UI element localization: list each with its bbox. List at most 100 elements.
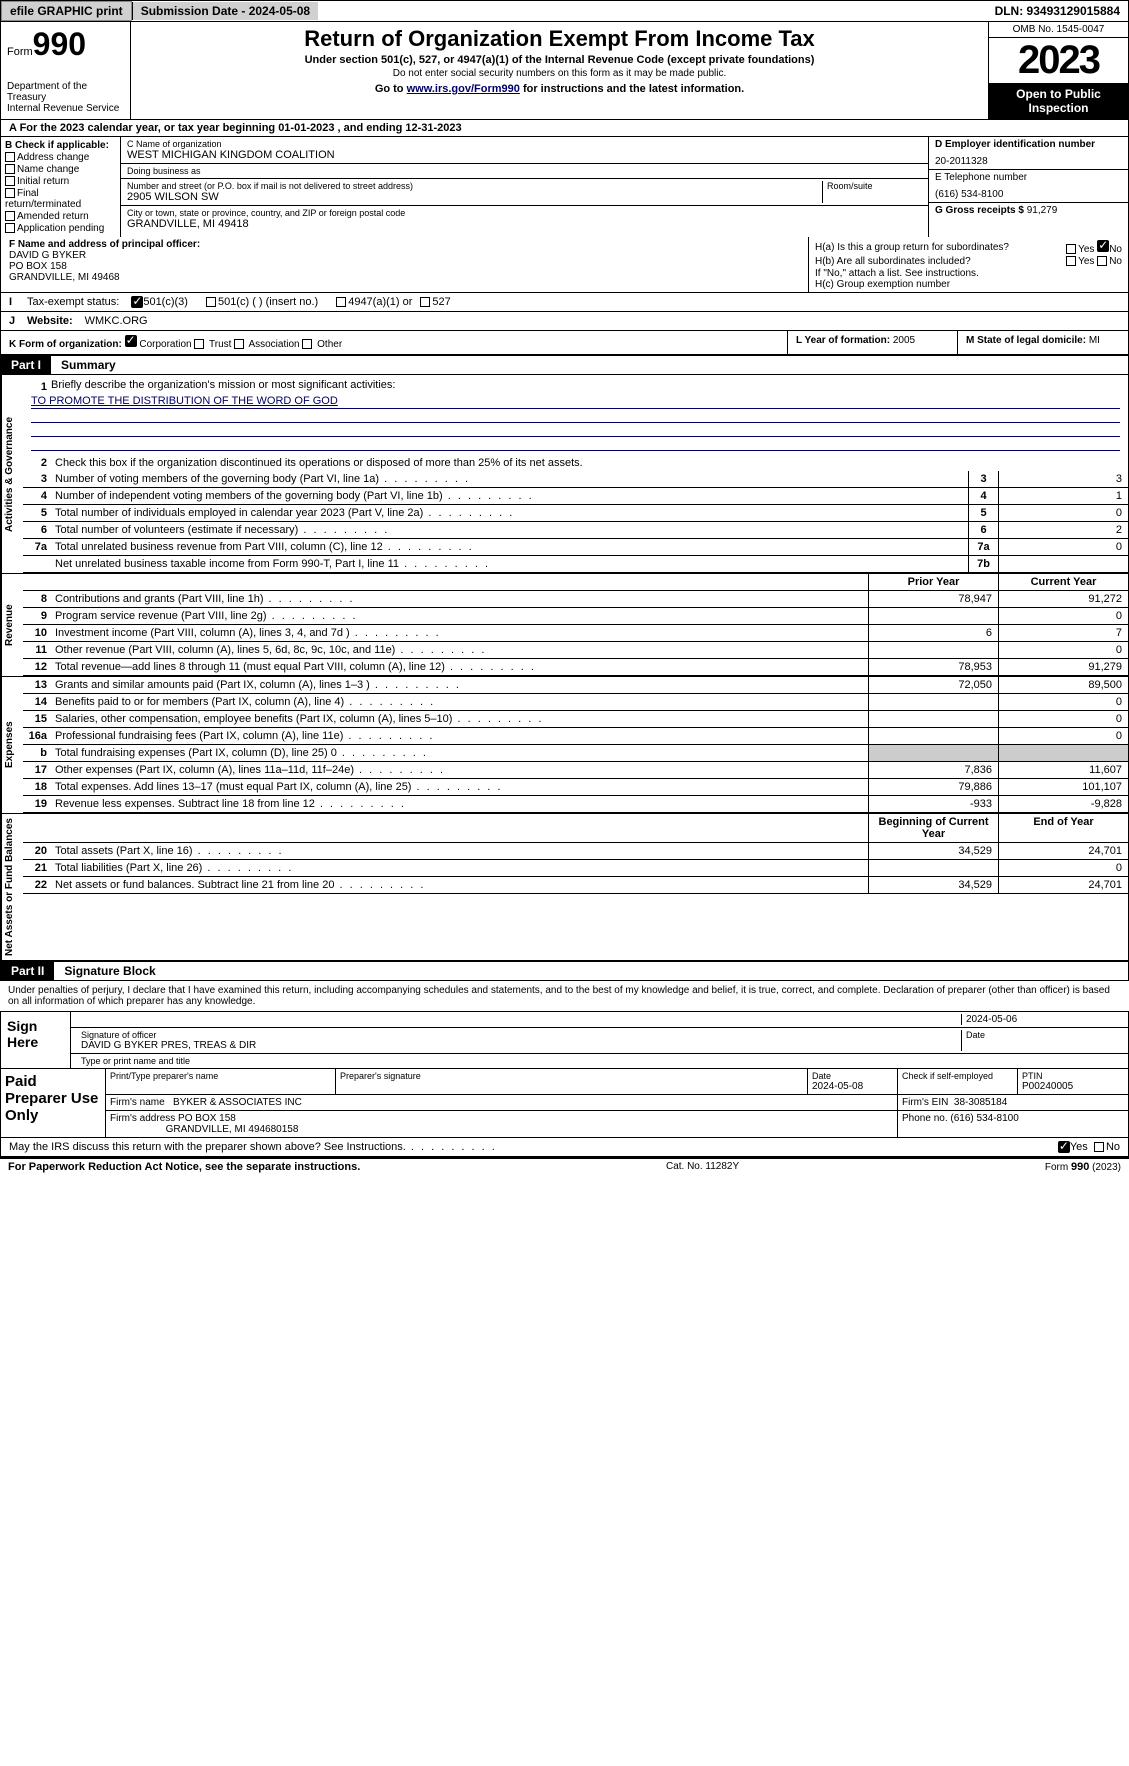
tel-label: E Telephone number (935, 172, 1122, 183)
vert-rev: Revenue (1, 574, 23, 676)
chk-trust[interactable] (194, 339, 204, 349)
chk-app-pending[interactable] (5, 223, 15, 233)
hb-no[interactable] (1097, 256, 1107, 266)
chk-address-change[interactable] (5, 152, 15, 162)
irs-link[interactable]: www.irs.gov/Form990 (407, 83, 520, 95)
gross-label: G Gross receipts $ (935, 205, 1024, 216)
data-row: 16aProfessional fundraising fees (Part I… (23, 728, 1128, 745)
hb-yes[interactable] (1066, 256, 1076, 266)
gov-row: 6Total number of volunteers (estimate if… (23, 522, 1128, 539)
paid-preparer-label: Paid Preparer Use Only (1, 1069, 106, 1137)
data-row: 9Program service revenue (Part VIII, lin… (23, 608, 1128, 625)
col-deg: D Employer identification number 20-2011… (928, 137, 1128, 237)
gov-row: 3Number of voting members of the governi… (23, 471, 1128, 488)
officer-addr2: GRANDVILLE, MI 49468 (9, 272, 800, 283)
group-return-block: H(a) Is this a group return for subordin… (808, 237, 1128, 292)
website-value: WMKC.ORG (85, 315, 148, 327)
firm-phone: (616) 534-8100 (950, 1113, 1018, 1124)
gov-row: 5Total number of individuals employed in… (23, 505, 1128, 522)
dba-label: Doing business as (127, 166, 922, 176)
state-domicile: MI (1089, 335, 1100, 346)
vert-exp: Expenses (1, 677, 23, 813)
mission-text: TO PROMOTE THE DISTRIBUTION OF THE WORD … (31, 395, 1120, 409)
form-subtitle: Under section 501(c), 527, or 4947(a)(1)… (135, 54, 984, 66)
part1-gov: Activities & Governance 1Briefly describ… (0, 375, 1129, 574)
tax-year: 2023 (989, 38, 1128, 83)
data-row: 15Salaries, other compensation, employee… (23, 711, 1128, 728)
data-row: 11Other revenue (Part VIII, column (A), … (23, 642, 1128, 659)
firm-addr1: PO BOX 158 (178, 1113, 236, 1124)
chk-initial-return[interactable] (5, 176, 15, 186)
open-to-public: Open to Public Inspection (989, 83, 1128, 119)
form-number: 990 (33, 26, 86, 62)
part2-header: Part II Signature Block (0, 961, 1129, 981)
line-a-tax-year: A For the 2023 calendar year, or tax yea… (0, 120, 1129, 137)
sig-intro: Under penalties of perjury, I declare th… (0, 981, 1129, 1011)
data-row: 10Investment income (Part VIII, column (… (23, 625, 1128, 642)
chk-527[interactable] (420, 297, 430, 307)
chk-501c3[interactable] (131, 296, 143, 308)
col-c-org-info: C Name of organization WEST MICHIGAN KIN… (121, 137, 928, 237)
officer-sig-name: DAVID G BYKER PRES, TREAS & DIR (81, 1040, 957, 1051)
ha-no[interactable] (1097, 240, 1109, 252)
form-ssn-note: Do not enter social security numbers on … (135, 68, 984, 79)
firm-ein: 38-3085184 (954, 1097, 1007, 1108)
chk-corp[interactable] (125, 335, 137, 347)
irs-no[interactable] (1094, 1142, 1104, 1152)
dln-label: DLN: 93493129015884 (987, 2, 1128, 20)
irs-yes[interactable] (1058, 1141, 1070, 1153)
chk-501c[interactable] (206, 297, 216, 307)
sig-date: 2024-05-06 (962, 1014, 1122, 1025)
header-right: OMB No. 1545-0047 2023 Open to Public In… (988, 22, 1128, 119)
org-name: WEST MICHIGAN KINGDOM COALITION (127, 149, 922, 161)
form-header: Form990 Department of the Treasury Inter… (0, 22, 1129, 120)
firm-name: BYKER & ASSOCIATES INC (173, 1097, 302, 1108)
ein-label: D Employer identification number (935, 139, 1122, 150)
data-row: 21Total liabilities (Part X, line 26)0 (23, 860, 1128, 877)
fh-row: F Name and address of principal officer:… (0, 237, 1129, 293)
gov-row: 7aTotal unrelated business revenue from … (23, 539, 1128, 556)
form-title: Return of Organization Exempt From Incom… (135, 26, 984, 52)
chk-name-change[interactable] (5, 164, 15, 174)
part1-rev: Revenue Prior YearCurrent Year 8Contribu… (0, 574, 1129, 677)
data-row: 20Total assets (Part X, line 16)34,52924… (23, 843, 1128, 860)
officer-name: DAVID G BYKER (9, 250, 800, 261)
header-title-block: Return of Organization Exempt From Incom… (131, 22, 988, 119)
part1-header: Part I Summary (0, 355, 1129, 375)
omb-number: OMB No. 1545-0047 (989, 22, 1128, 38)
col-b-header: B Check if applicable: (5, 140, 116, 151)
vert-net: Net Assets or Fund Balances (1, 814, 23, 960)
gross-value: 91,279 (1027, 205, 1058, 216)
data-row: 13Grants and similar amounts paid (Part … (23, 677, 1128, 694)
gov-row: 4Number of independent voting members of… (23, 488, 1128, 505)
row-i-tax-status: I Tax-exempt status: 501(c)(3) 501(c) ( … (0, 293, 1129, 312)
officer-addr1: PO BOX 158 (9, 261, 800, 272)
dept-treasury: Department of the Treasury Internal Reve… (7, 81, 124, 114)
ha-yes[interactable] (1066, 244, 1076, 254)
chk-amended[interactable] (5, 211, 15, 221)
col-b-checkboxes: B Check if applicable: Address change Na… (1, 137, 121, 237)
submission-date: Submission Date - 2024-05-08 (132, 2, 318, 20)
vert-gov: Activities & Governance (1, 375, 23, 573)
page-footer: For Paperwork Reduction Act Notice, see … (0, 1157, 1129, 1175)
chk-assoc[interactable] (234, 339, 244, 349)
sign-here-label: Sign Here (1, 1012, 71, 1068)
room-label: Room/suite (827, 181, 922, 191)
city-value: GRANDVILLE, MI 49418 (127, 218, 922, 230)
chk-final-return[interactable] (5, 188, 15, 198)
part1-net: Net Assets or Fund Balances Beginning of… (0, 814, 1129, 961)
ptin-value: P00240005 (1022, 1081, 1124, 1092)
data-row: 19Revenue less expenses. Subtract line 1… (23, 796, 1128, 813)
row-klm: K Form of organization: Corporation Trus… (0, 331, 1129, 355)
efile-print-button[interactable]: efile GRAPHIC print (1, 1, 132, 21)
street-value: 2905 WILSON SW (127, 191, 822, 203)
data-row: 8Contributions and grants (Part VIII, li… (23, 591, 1128, 608)
year-formation: 2005 (893, 335, 915, 346)
data-row: bTotal fundraising expenses (Part IX, co… (23, 745, 1128, 762)
chk-other-org[interactable] (302, 339, 312, 349)
street-label: Number and street (or P.O. box if mail i… (127, 181, 822, 191)
data-row: 17Other expenses (Part IX, column (A), l… (23, 762, 1128, 779)
gov-row: Net unrelated business taxable income fr… (23, 556, 1128, 573)
chk-4947[interactable] (336, 297, 346, 307)
topbar: efile GRAPHIC print Submission Date - 20… (0, 0, 1129, 22)
